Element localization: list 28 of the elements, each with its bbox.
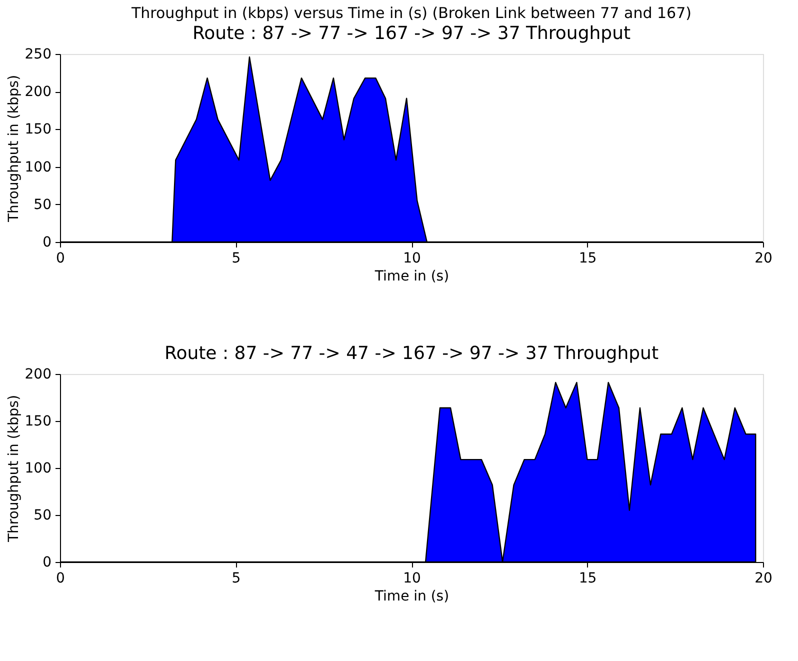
y-tick-label: 0 [42, 234, 52, 250]
chart-title: Route : 87 -> 77 -> 47 -> 167 -> 97 -> 37 Throughput [164, 343, 659, 364]
y-tick-label: 50 [34, 508, 52, 524]
y-tick-label: 200 [24, 84, 52, 100]
x-tick-label: 5 [232, 570, 241, 586]
y-tick-label: 250 [24, 46, 52, 62]
x-axis-title: Time in (s) [374, 268, 450, 284]
y-tick-label: 100 [24, 460, 52, 476]
y-axis-title: Throughput in (kbps) [6, 394, 22, 544]
x-tick-label: 0 [56, 250, 65, 266]
y-tick-label: 150 [24, 414, 52, 430]
chart-title: Throughput in (kbps) versus Time in (s) (Broken Link between 77 and 167) [130, 4, 692, 22]
x-tick-label: 15 [578, 570, 597, 586]
x-tick-label: 10 [403, 250, 421, 266]
x-tick-label: 20 [754, 250, 772, 266]
y-tick-label: 0 [42, 554, 52, 570]
chart-subtitle: Route : 87 -> 77 -> 167 -> 97 -> 37 Throughput [192, 23, 631, 44]
x-tick-label: 5 [232, 250, 241, 266]
x-tick-label: 20 [754, 570, 772, 586]
y-axis-title: Throughput in (kbps) [6, 74, 22, 224]
y-tick-label: 100 [24, 159, 52, 176]
x-tick-label: 15 [578, 250, 597, 266]
x-tick-label: 10 [403, 570, 421, 586]
x-axis-title: Time in (s) [374, 588, 450, 604]
y-tick-label: 150 [24, 122, 52, 138]
y-tick-label: 50 [34, 196, 52, 213]
y-tick-label: 200 [24, 366, 52, 382]
x-tick-label: 0 [56, 570, 65, 586]
